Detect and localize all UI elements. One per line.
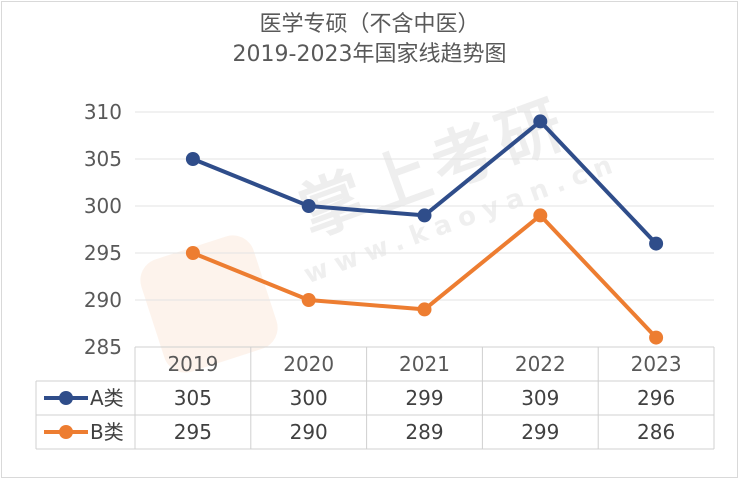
legend-key-marker: [59, 425, 73, 439]
x-tick-label: 2021: [399, 352, 450, 376]
table-value: 300: [290, 386, 328, 410]
x-tick-label: 2020: [283, 352, 334, 376]
table-value: 309: [521, 386, 559, 410]
data-point: [185, 152, 200, 166]
y-tick-label: 305: [84, 147, 122, 171]
data-point: [417, 302, 432, 317]
table-value: 290: [290, 420, 328, 444]
data-point: [533, 208, 548, 223]
data-point: [301, 199, 316, 213]
y-tick-label: 295: [84, 241, 122, 265]
y-tick-label: 310: [84, 100, 122, 124]
data-point: [301, 293, 316, 307]
table-value: 299: [521, 420, 559, 444]
chart-title-line1: 医学专硕（不含中医）: [259, 12, 480, 37]
y-tick-label: 290: [84, 288, 122, 312]
watermark-logo: [140, 235, 278, 373]
data-point: [417, 208, 432, 223]
data-point: [649, 236, 664, 251]
legend-label: A类: [90, 386, 124, 410]
chart-title: 医学专硕（不含中医） 2019-2023年国家线趋势图: [0, 10, 739, 70]
data-point: [533, 114, 548, 129]
table-value: 289: [405, 420, 443, 444]
x-tick-label: 2022: [515, 352, 566, 376]
x-tick-label: 2023: [631, 352, 682, 376]
y-tick-label: 285: [84, 335, 122, 359]
legend-key-marker: [59, 391, 73, 405]
legend-label: B类: [90, 420, 124, 444]
series-line: [190, 119, 659, 246]
table-value: 286: [637, 420, 675, 444]
data-point: [649, 330, 664, 345]
table-value: 305: [174, 386, 212, 410]
x-tick-label: 2019: [167, 352, 218, 376]
table-value: 296: [637, 386, 675, 410]
data-point: [185, 246, 200, 260]
table-value: 299: [405, 386, 443, 410]
chart-title-line2: 2019-2023年国家线趋势图: [232, 42, 507, 67]
y-tick-label: 300: [84, 194, 122, 218]
table-value: 295: [174, 420, 212, 444]
